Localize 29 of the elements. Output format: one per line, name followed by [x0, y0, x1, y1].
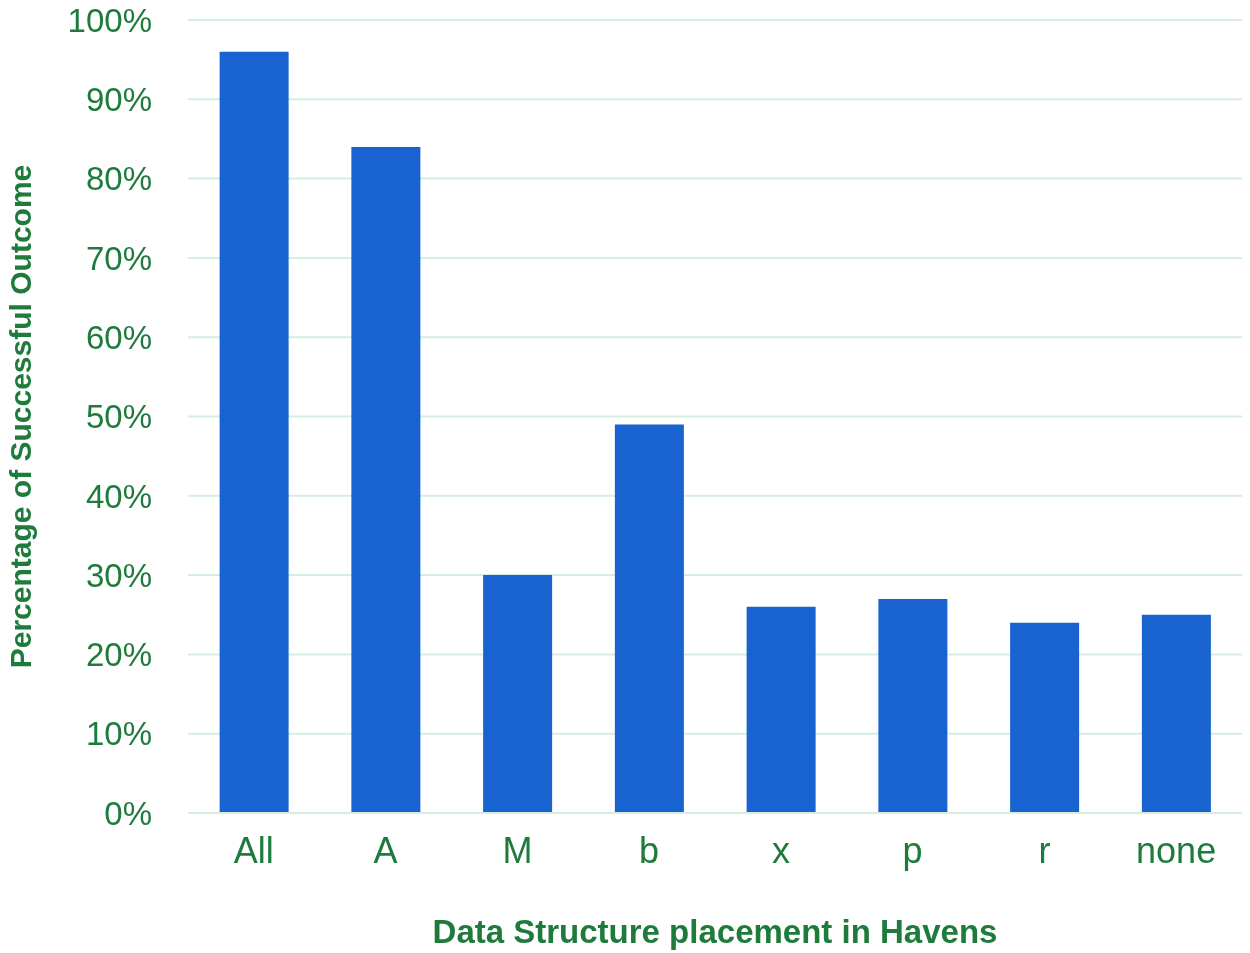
y-tick-label: 70% — [85, 239, 152, 277]
x-tick-label: A — [373, 829, 398, 871]
bar — [351, 146, 421, 813]
y-tick-label: 10% — [85, 715, 152, 753]
bar — [614, 424, 684, 813]
x-tick-label: b — [639, 829, 660, 871]
bar — [483, 575, 553, 813]
bar — [1141, 614, 1211, 813]
x-tick-label: none — [1136, 829, 1217, 871]
bar — [1010, 622, 1080, 813]
bar — [219, 51, 289, 813]
y-tick-label: 90% — [85, 81, 152, 119]
bar — [746, 606, 816, 813]
bar — [878, 598, 948, 813]
x-tick-label: M — [502, 829, 533, 871]
y-tick-label: 100% — [67, 1, 152, 39]
y-axis-title: Percentage of Successful Outcome — [3, 164, 37, 669]
y-tick-label: 30% — [85, 556, 152, 594]
x-tick-label: p — [902, 829, 923, 871]
x-tick-label: All — [233, 829, 274, 871]
y-tick-label: 0% — [104, 794, 152, 832]
x-tick-label: r — [1038, 829, 1051, 871]
y-tick-label: 50% — [85, 398, 152, 436]
y-tick-label: 80% — [85, 160, 152, 198]
y-tick-label: 20% — [85, 636, 152, 674]
y-tick-label: 40% — [85, 477, 152, 515]
x-tick-label: x — [771, 829, 790, 871]
y-tick-label: 60% — [85, 318, 152, 356]
x-axis-title: Data Structure placement in Havens — [432, 913, 998, 950]
